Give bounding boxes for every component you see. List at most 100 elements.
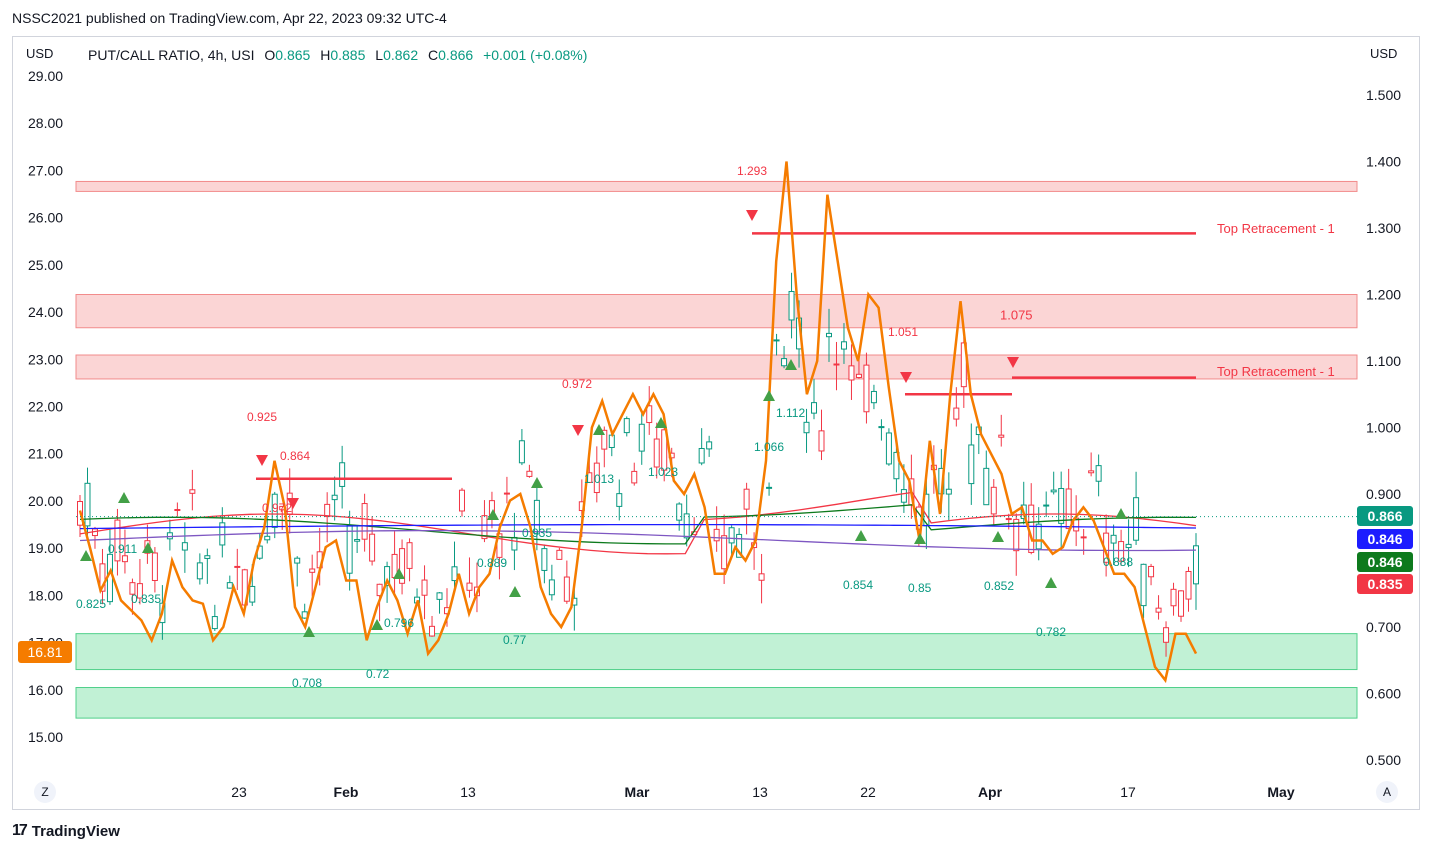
auto-scale-button[interactable]: A xyxy=(1376,781,1398,803)
candle-body xyxy=(1065,488,1072,530)
open-label: O xyxy=(264,47,276,63)
candle-body xyxy=(1193,545,1199,585)
price-badge-value: 0.846 xyxy=(1367,554,1402,570)
price-badge-bg xyxy=(1357,529,1413,549)
annotation-red: 0.972 xyxy=(562,377,592,391)
right-axis-tick: 0.900 xyxy=(1366,486,1401,502)
candle-body xyxy=(601,429,608,450)
right-axis-tick: 1.300 xyxy=(1366,220,1401,236)
left-axis-tick: 24.00 xyxy=(28,304,63,320)
right-axis-tick: 1.100 xyxy=(1366,353,1401,369)
annotation-green: 1.066 xyxy=(754,440,784,454)
candle-body xyxy=(698,448,705,464)
candle-body xyxy=(249,585,256,603)
candle-body xyxy=(818,430,825,452)
tradingview-brand: TradingView xyxy=(31,822,120,840)
zone-resistance-1 xyxy=(75,294,1358,329)
change-value: +0.001 (+0.08%) xyxy=(483,47,588,63)
buy-signal-triangle xyxy=(785,359,797,370)
candle-body xyxy=(369,533,376,562)
left-axis-tick: 23.00 xyxy=(28,351,63,367)
candle-body xyxy=(151,552,158,581)
published-caption: NSSC2021 published on TradingView.com, A… xyxy=(12,10,447,26)
candle-body xyxy=(893,451,900,480)
candle-body xyxy=(968,444,975,485)
candle-body xyxy=(1043,504,1050,507)
candle-body xyxy=(840,341,847,350)
candle-body xyxy=(766,486,773,489)
x-axis-tick: 17 xyxy=(1120,784,1136,800)
annotation-green: 0.889 xyxy=(477,556,507,570)
currency-label-right: USD xyxy=(1370,46,1398,61)
candle-body xyxy=(84,482,91,527)
candle-body xyxy=(436,592,443,600)
annotation-green: 0.935 xyxy=(522,526,552,540)
moving-average-purple xyxy=(79,529,1197,552)
moving-average-blue xyxy=(79,523,1197,530)
annotation-green: 0.85 xyxy=(908,581,932,595)
candle-body xyxy=(1095,465,1102,482)
buy-signal-triangle xyxy=(509,586,521,597)
candle-body xyxy=(803,421,810,434)
candle-body xyxy=(781,358,788,367)
symbol-title[interactable]: PUT/CALL RATIO, 4h, USI xyxy=(88,47,255,63)
annotation-green: 0.708 xyxy=(292,676,322,690)
buy-signal-triangle xyxy=(1115,508,1127,519)
candle-body xyxy=(234,565,241,568)
x-axis-tick: 13 xyxy=(752,784,768,800)
annotation-red: 1.293 xyxy=(737,164,767,178)
right-axis-tick: 0.700 xyxy=(1366,619,1401,635)
candle-body xyxy=(1110,534,1117,544)
candle-body xyxy=(563,576,570,602)
left-axis-tick: 26.00 xyxy=(28,210,63,226)
candle-body xyxy=(324,503,331,518)
candle-body xyxy=(825,332,832,338)
x-axis-tick: 13 xyxy=(460,784,476,800)
candle-body xyxy=(354,539,361,542)
left-axis-tick: 18.00 xyxy=(28,587,63,603)
price-badge-bg xyxy=(1357,552,1413,572)
candle-body xyxy=(174,509,181,512)
candle-body xyxy=(945,488,952,495)
candle-body xyxy=(736,533,743,558)
annotation-green: 1.112 xyxy=(776,406,805,420)
annotation-green: 0.888 xyxy=(1103,555,1133,569)
x-axis-tick: 22 xyxy=(860,784,876,800)
candle-body xyxy=(653,438,660,468)
high-label: H xyxy=(320,47,331,63)
left-price-badge-bg xyxy=(18,641,72,663)
candle-body xyxy=(998,434,1005,438)
candle-body xyxy=(301,611,308,619)
buy-signal-triangle xyxy=(371,619,383,630)
left-axis-tick: 22.00 xyxy=(28,399,63,415)
buy-signal-triangle xyxy=(655,417,667,428)
zoom-button[interactable]: Z xyxy=(34,781,56,803)
candle-body xyxy=(331,494,338,501)
right-axis-tick: 0.500 xyxy=(1366,752,1401,768)
candle-body xyxy=(1080,536,1087,539)
sell-signal-triangle xyxy=(1007,357,1019,368)
zone-label: Top Retracement - 1 xyxy=(1217,221,1335,236)
candle-body xyxy=(271,493,278,528)
tradingview-logo[interactable]: 17 TradingView xyxy=(12,822,120,840)
candle-body xyxy=(511,536,518,551)
candle-body xyxy=(121,555,128,563)
chart-frame xyxy=(12,36,1420,810)
candle-body xyxy=(706,441,713,450)
zone-support-3 xyxy=(75,633,1358,671)
buy-signal-triangle xyxy=(593,424,605,435)
candle-body xyxy=(713,528,720,542)
buy-signal-triangle xyxy=(80,550,92,561)
left-axis-tick: 29.00 xyxy=(28,68,63,84)
put-call-orange-line xyxy=(78,161,1198,684)
left-axis-tick: 21.00 xyxy=(28,446,63,462)
candle-body xyxy=(1005,518,1012,521)
buy-signal-triangle xyxy=(855,530,867,541)
open-value: 0.865 xyxy=(275,47,311,63)
buy-signal-triangle xyxy=(303,626,315,637)
candle-body xyxy=(833,363,840,366)
candle-body xyxy=(900,489,907,503)
close-value: 0.866 xyxy=(438,47,474,63)
buy-signal-triangle xyxy=(531,477,543,488)
